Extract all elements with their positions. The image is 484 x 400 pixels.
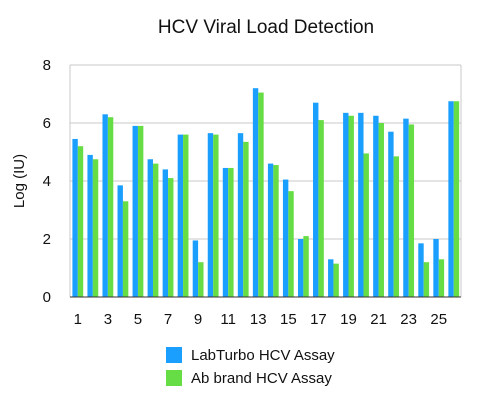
x-tick-label: 5 <box>134 311 142 328</box>
x-tick-label: 11 <box>220 311 236 328</box>
x-tick-label: 15 <box>280 311 297 328</box>
bar-ab-brand-26 <box>453 101 460 297</box>
legend: LabTurbo HCV Assay Ab brand HCV Assay <box>166 347 335 387</box>
bar-ab-brand-10 <box>213 134 219 297</box>
bar-ab-brand-13 <box>258 92 264 297</box>
bar-ab-brand-8 <box>183 134 189 297</box>
bar-ab-brand-20 <box>363 153 369 297</box>
y-tick-label: 6 <box>43 115 51 132</box>
gridlines <box>70 64 461 298</box>
bar-labturbo-10 <box>207 133 214 297</box>
bar-ab-brand-1 <box>77 146 84 297</box>
bar-labturbo-9 <box>192 240 199 297</box>
bar-ab-brand-11 <box>228 167 234 297</box>
bar-labturbo-6 <box>147 159 153 297</box>
bars <box>72 88 460 298</box>
x-tick-label: 7 <box>164 311 172 328</box>
x-tick-label: 3 <box>104 311 112 328</box>
bar-ab-brand-25 <box>438 259 445 297</box>
bar-ab-brand-9 <box>198 262 204 297</box>
x-tick-label: 17 <box>310 311 327 328</box>
bar-ab-brand-5 <box>137 125 144 298</box>
bar-labturbo-17 <box>313 102 319 297</box>
bar-labturbo-19 <box>343 112 349 297</box>
bar-ab-brand-24 <box>423 262 430 297</box>
y-tick-label: 4 <box>43 173 51 190</box>
bar-labturbo-7 <box>162 169 169 297</box>
bar-labturbo-21 <box>373 115 379 297</box>
bar-ab-brand-14 <box>273 165 279 297</box>
bar-labturbo-26 <box>448 101 454 297</box>
bar-labturbo-25 <box>433 239 439 297</box>
bar-labturbo-20 <box>358 112 364 297</box>
x-tick-label: 25 <box>430 311 447 328</box>
bar-labturbo-3 <box>102 114 108 297</box>
bar-ab-brand-18 <box>333 263 339 297</box>
bar-ab-brand-4 <box>122 201 129 297</box>
bar-ab-brand-19 <box>348 115 354 297</box>
bar-ab-brand-3 <box>107 117 114 297</box>
y-axis-label: Log (IU) <box>11 154 28 208</box>
bar-ab-brand-16 <box>303 236 309 297</box>
bar-labturbo-24 <box>418 243 424 297</box>
chart-title: HCV Viral Load Detection <box>158 17 374 38</box>
bar-labturbo-1 <box>72 138 78 297</box>
bar-ab-brand-7 <box>168 178 174 297</box>
bar-ab-brand-22 <box>393 156 400 297</box>
bar-labturbo-2 <box>87 154 93 297</box>
bar-ab-brand-23 <box>408 124 415 297</box>
x-tick-label: 23 <box>400 311 417 328</box>
bar-ab-brand-6 <box>152 163 159 297</box>
y-tick-label: 0 <box>43 289 51 306</box>
bar-labturbo-8 <box>177 134 184 297</box>
bar-labturbo-13 <box>252 88 259 297</box>
legend-swatch <box>166 347 182 363</box>
x-tick-label: 21 <box>370 311 387 328</box>
bar-labturbo-16 <box>297 239 304 297</box>
bar-ab-brand-12 <box>243 141 249 297</box>
bar-labturbo-4 <box>117 185 123 297</box>
bar-labturbo-12 <box>237 133 244 297</box>
legend-label: Ab brand HCV Assay <box>191 370 332 387</box>
bar-labturbo-14 <box>267 163 274 297</box>
legend-swatch <box>166 370 182 386</box>
y-tick-label: 8 <box>43 57 51 74</box>
x-tick-label: 1 <box>74 311 82 328</box>
x-tick-label: 19 <box>340 311 357 328</box>
bar-labturbo-22 <box>388 131 394 297</box>
y-tick-label: 2 <box>43 231 51 248</box>
bar-labturbo-18 <box>328 259 334 297</box>
bar-ab-brand-2 <box>92 159 99 297</box>
x-tick-label: 13 <box>250 311 267 328</box>
bar-labturbo-15 <box>282 179 289 297</box>
bar-labturbo-5 <box>132 125 138 298</box>
bar-ab-brand-17 <box>318 120 324 297</box>
bar-ab-brand-15 <box>288 191 294 297</box>
bar-labturbo-11 <box>222 167 229 297</box>
bar-ab-brand-21 <box>378 123 384 297</box>
x-tick-label: 9 <box>194 311 202 328</box>
legend-label: LabTurbo HCV Assay <box>191 347 335 364</box>
bar-labturbo-23 <box>403 118 409 298</box>
